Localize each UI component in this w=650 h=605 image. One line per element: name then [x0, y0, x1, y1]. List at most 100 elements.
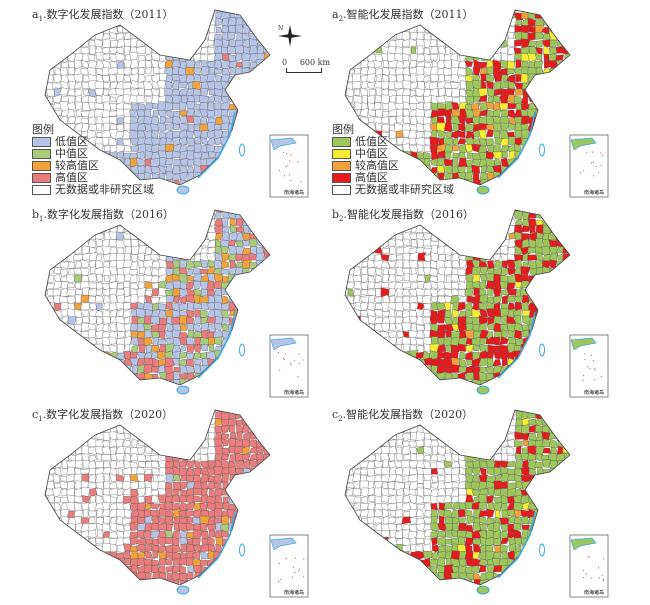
- region-cell: [269, 115, 270, 126]
- region-cell: [277, 426, 286, 433]
- region-cell: [73, 81, 82, 89]
- region-cell: [243, 371, 252, 380]
- region-cell: [136, 129, 146, 139]
- region-cell: [521, 152, 530, 160]
- region-cell: [577, 246, 585, 254]
- region-cell: [527, 372, 536, 382]
- region-cell: [563, 45, 570, 56]
- region-cell: [549, 129, 558, 138]
- region-cell: [116, 595, 124, 600]
- region-cell: [479, 123, 489, 130]
- region-cell: [486, 25, 495, 33]
- legend-swatch: [32, 161, 51, 171]
- region-cell: [359, 357, 369, 368]
- region-cell: [164, 60, 174, 69]
- region-cell: [436, 287, 447, 296]
- region-cell: [262, 438, 270, 449]
- region-cell: [359, 31, 370, 41]
- region-cell: [164, 31, 175, 41]
- region-cell: [486, 40, 494, 47]
- region-cell: [346, 336, 356, 347]
- region-cell: [438, 386, 446, 393]
- region-cell: [507, 267, 517, 276]
- region-cell: [249, 336, 258, 347]
- region-cell: [353, 224, 362, 233]
- region-cell: [269, 323, 270, 333]
- region-cell: [248, 130, 257, 139]
- region-cell: [192, 323, 202, 333]
- region-cell: [458, 275, 467, 283]
- region-cell: [472, 24, 482, 34]
- region-cell: [345, 268, 348, 277]
- region-cell: [228, 167, 237, 175]
- region-cell: [569, 224, 570, 234]
- region-cell: [95, 378, 104, 385]
- region-cell: [158, 438, 168, 449]
- region-cell: [81, 343, 89, 352]
- region-cell: [556, 193, 565, 200]
- region-cell: [352, 109, 361, 117]
- region-cell: [136, 123, 147, 132]
- region-cell: [571, 288, 579, 295]
- region-cell: [457, 67, 468, 77]
- region-cell: [124, 593, 131, 600]
- region-cell: [235, 586, 243, 595]
- region-cell: [277, 288, 284, 297]
- taiwan-island: [239, 143, 245, 157]
- region-cell: [179, 33, 189, 41]
- region-cell: [263, 259, 270, 269]
- region-cell: [262, 94, 270, 103]
- region-cell: [241, 558, 252, 568]
- region-cell: [486, 80, 494, 90]
- region-cell: [256, 211, 266, 221]
- region-cell: [478, 19, 488, 27]
- region-cell: [278, 82, 286, 91]
- inset-label: 南海诸岛: [584, 189, 604, 196]
- region-cell: [388, 365, 397, 374]
- region-cell: [374, 225, 382, 233]
- region-cell: [361, 352, 369, 361]
- region-cell: [248, 179, 258, 185]
- region-cell: [436, 344, 447, 353]
- region-cell: [193, 193, 201, 200]
- region-cell: [45, 239, 47, 248]
- region-cell: [478, 10, 488, 14]
- region-cell: [242, 45, 251, 55]
- region-cell: [164, 95, 175, 104]
- region-cell: [269, 295, 270, 305]
- region-cell: [577, 40, 586, 48]
- region-cell: [220, 371, 231, 381]
- region-cell: [577, 55, 584, 62]
- region-cell: [60, 587, 69, 595]
- region-cell: [45, 565, 55, 575]
- coastline: [497, 311, 536, 379]
- region-cell: [353, 54, 362, 61]
- region-cell: [143, 231, 154, 242]
- region-cell: [478, 129, 488, 140]
- region-cell: [194, 453, 203, 462]
- region-cell: [159, 317, 168, 326]
- region-cell: [241, 410, 252, 420]
- region-cell: [179, 115, 188, 124]
- region-cell: [46, 480, 55, 490]
- region-cell: [241, 116, 250, 126]
- region-cell: [124, 378, 133, 385]
- region-cell: [345, 324, 348, 331]
- region-cell: [514, 165, 523, 174]
- region-cell: [207, 372, 215, 381]
- region-cell: [102, 373, 110, 381]
- region-cell: [373, 364, 383, 374]
- region-cell: [213, 124, 222, 131]
- region-cell: [409, 358, 417, 368]
- region-cell: [179, 224, 187, 234]
- region-cell: [82, 378, 89, 385]
- region-cell: [179, 323, 188, 331]
- region-cell: [359, 232, 369, 240]
- region-cell: [45, 425, 49, 435]
- region-cell: [534, 89, 544, 98]
- taiwan-island: [539, 143, 545, 157]
- region-cell: [159, 39, 167, 47]
- region-cell: [563, 66, 570, 76]
- region-cell: [270, 282, 279, 288]
- region-cell: [408, 59, 418, 69]
